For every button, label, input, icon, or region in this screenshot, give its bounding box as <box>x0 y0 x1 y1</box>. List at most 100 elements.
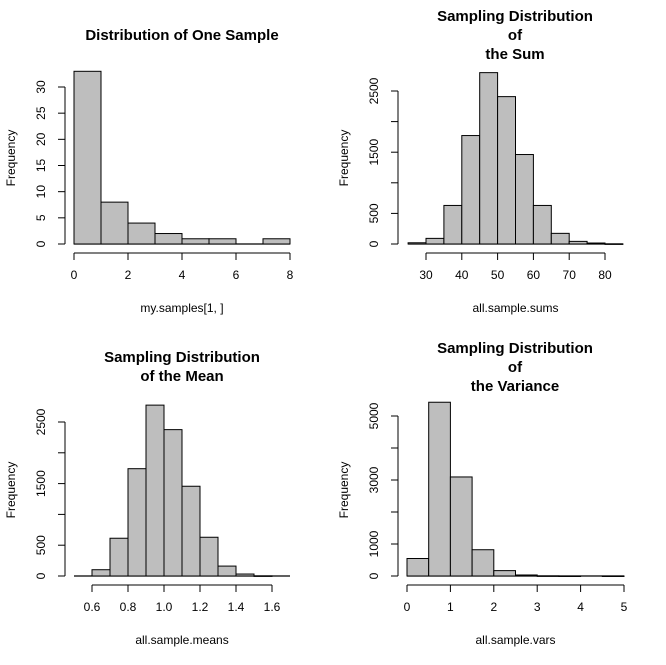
histogram-bar <box>181 485 201 577</box>
histogram-bar <box>601 575 625 577</box>
histogram-bar <box>497 96 517 245</box>
y-tick-label: 0 <box>367 572 381 579</box>
x-tick-label: 50 <box>491 268 505 282</box>
x-tick-label: 80 <box>598 268 612 282</box>
x-axis-label: all.sample.vars <box>475 633 555 647</box>
x-tick-label: 1 <box>447 600 454 614</box>
histogram-bar <box>461 135 481 245</box>
histogram-bar <box>407 242 427 245</box>
histogram-panel-1: Distribution of One Sample 0 5 10 15 20 25 30 0 2… <box>4 27 294 315</box>
histogram-bar <box>425 237 445 245</box>
x-tick-label: 70 <box>563 268 577 282</box>
y-tick-label: 2500 <box>367 77 381 104</box>
x-tick-label: 4 <box>577 600 584 614</box>
x-tick-label: 4 <box>179 268 186 282</box>
histogram-bar <box>199 536 219 577</box>
x-axis-label: my.samples[1, ] <box>140 301 223 315</box>
x-tick-label: 60 <box>527 268 541 282</box>
histogram-bar <box>100 201 129 245</box>
histogram-bar <box>586 242 606 245</box>
histogram-bar <box>109 537 129 577</box>
histogram-bar <box>558 575 582 577</box>
y-tick-label: 30 <box>34 80 48 94</box>
chart-title-line: of <box>508 27 523 44</box>
y-axis-label: Frequency <box>337 462 351 519</box>
x-tick-label: 3 <box>534 600 541 614</box>
histogram-bar <box>449 476 473 577</box>
y-tick-label: 500 <box>367 203 381 223</box>
y-tick-label: 5 <box>34 214 48 221</box>
x-tick-label: 30 <box>419 268 433 282</box>
histogram-bar <box>550 232 570 245</box>
histogram-bar <box>91 569 111 577</box>
x-tick-label: 0.6 <box>84 600 101 614</box>
y-tick-label: 3000 <box>367 466 381 493</box>
y-tick-label: 500 <box>34 535 48 555</box>
histogram-bar <box>568 240 588 245</box>
x-tick-label: 5 <box>621 600 628 614</box>
histogram-bar <box>217 565 237 577</box>
y-tick-label: 5000 <box>367 402 381 429</box>
histogram-bar <box>163 429 183 577</box>
x-tick-label: 1.4 <box>228 600 245 614</box>
histogram-bar <box>493 570 516 577</box>
chart-title-line: Sampling Distribution <box>437 8 593 25</box>
x-tick-label: 1.6 <box>264 600 281 614</box>
histogram-bar <box>127 468 147 577</box>
x-tick-label: 6 <box>233 268 240 282</box>
histogram-bar <box>181 238 210 245</box>
chart-title-line: of the Mean <box>140 368 223 385</box>
y-tick-label: 25 <box>34 106 48 120</box>
histogram-bar <box>515 574 538 577</box>
histogram-bar <box>536 575 560 577</box>
x-tick-label: 2 <box>125 268 132 282</box>
histogram-bar <box>479 72 499 245</box>
x-tick-label: 0 <box>71 268 78 282</box>
y-tick-label: 0 <box>367 240 381 247</box>
histogram-bar <box>262 238 291 245</box>
histogram-bar <box>208 238 237 245</box>
x-tick-label: 1.2 <box>192 600 209 614</box>
y-axis-label: Frequency <box>4 130 18 187</box>
histogram-panel-4: Sampling Distribution of the Variance 0 1000… <box>337 340 628 647</box>
chart-title-line: the Variance <box>471 378 559 395</box>
chart-title-line: Distribution of One Sample <box>85 27 278 44</box>
y-axis-label: Frequency <box>337 130 351 187</box>
chart-title-line: Sampling Distribution <box>104 349 260 366</box>
y-tick-label: 15 <box>34 159 48 173</box>
histogram-bar <box>127 222 156 245</box>
x-tick-label: 0 <box>404 600 411 614</box>
histogram-bar <box>235 573 255 577</box>
histogram-bar <box>73 70 102 245</box>
histogram-bar <box>253 575 273 577</box>
x-tick-label: 1.0 <box>156 600 173 614</box>
y-tick-label: 1000 <box>367 530 381 557</box>
histogram-bar <box>406 557 430 577</box>
y-tick-label: 2500 <box>34 408 48 435</box>
y-tick-label: 1500 <box>34 470 48 497</box>
histogram-panel-3: Sampling Distribution of the Mean 0 500 1500… <box>4 349 290 647</box>
histogram-bar <box>515 154 534 245</box>
histogram-panel-2: Sampling Distribution of the Sum 0 500 1500 25… <box>337 8 624 315</box>
x-tick-label: 40 <box>455 268 469 282</box>
y-tick-label: 1500 <box>367 139 381 166</box>
y-tick-label: 20 <box>34 132 48 146</box>
y-tick-label: 0 <box>34 572 48 579</box>
y-tick-label: 0 <box>34 240 48 247</box>
histogram-bar <box>154 233 183 245</box>
chart-title-line: the Sum <box>485 46 544 63</box>
histogram-bar <box>145 404 165 577</box>
histogram-bar <box>443 204 463 245</box>
chart-title-line: Sampling Distribution <box>437 340 593 357</box>
histogram-bar <box>428 401 451 577</box>
x-axis-label: all.sample.means <box>135 633 228 647</box>
x-tick-label: 0.8 <box>120 600 137 614</box>
y-axis-label: Frequency <box>4 462 18 519</box>
histogram-bar <box>471 549 495 577</box>
y-tick-label: 10 <box>34 185 48 199</box>
x-tick-label: 2 <box>490 600 497 614</box>
histogram-bar <box>532 204 552 245</box>
histogram-bar <box>604 243 624 245</box>
x-tick-label: 8 <box>287 268 294 282</box>
